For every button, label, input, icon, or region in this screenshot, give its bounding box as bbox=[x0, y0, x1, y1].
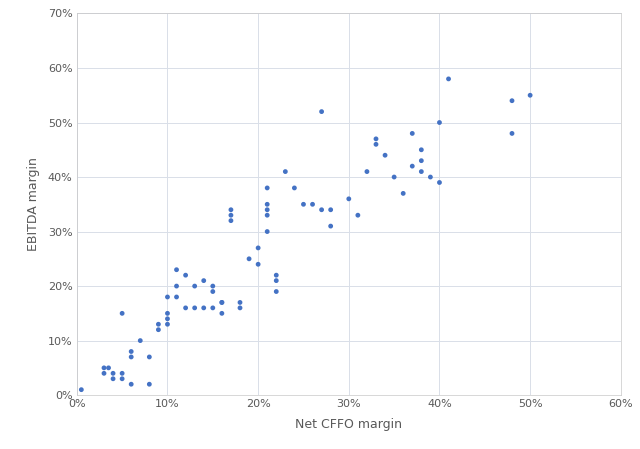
Point bbox=[525, 92, 535, 99]
Point bbox=[163, 315, 173, 322]
Point bbox=[99, 364, 109, 371]
Point bbox=[207, 288, 218, 295]
Point bbox=[280, 168, 291, 175]
Point bbox=[435, 179, 445, 186]
Point bbox=[398, 190, 408, 197]
Point bbox=[217, 299, 227, 306]
Point bbox=[163, 293, 173, 300]
Point bbox=[163, 310, 173, 317]
Point bbox=[271, 272, 282, 279]
Point bbox=[217, 299, 227, 306]
Point bbox=[416, 146, 426, 154]
Point bbox=[108, 370, 118, 377]
X-axis label: Net CFFO margin: Net CFFO margin bbox=[295, 418, 403, 431]
Point bbox=[198, 277, 209, 284]
Point bbox=[271, 277, 282, 284]
Point bbox=[207, 304, 218, 312]
Point bbox=[326, 206, 336, 213]
Point bbox=[117, 375, 127, 383]
Point bbox=[353, 211, 363, 219]
Point bbox=[226, 211, 236, 219]
Point bbox=[407, 130, 417, 137]
Point bbox=[207, 282, 218, 290]
Point bbox=[362, 168, 372, 175]
Point bbox=[104, 364, 114, 371]
Point bbox=[507, 130, 517, 137]
Point bbox=[262, 211, 273, 219]
Point bbox=[172, 282, 182, 290]
Point bbox=[135, 337, 145, 344]
Point bbox=[144, 353, 154, 361]
Point bbox=[180, 304, 191, 312]
Point bbox=[435, 119, 445, 126]
Point bbox=[253, 244, 263, 251]
Point bbox=[253, 261, 263, 268]
Point bbox=[380, 152, 390, 159]
Point bbox=[262, 201, 273, 208]
Point bbox=[99, 370, 109, 377]
Point bbox=[217, 310, 227, 317]
Point bbox=[416, 157, 426, 164]
Point bbox=[444, 75, 454, 83]
Point bbox=[235, 299, 245, 306]
Point bbox=[117, 310, 127, 317]
Point bbox=[298, 201, 308, 208]
Point bbox=[108, 375, 118, 383]
Point bbox=[126, 348, 136, 355]
Point bbox=[326, 223, 336, 230]
Point bbox=[262, 206, 273, 213]
Y-axis label: EBITDA margin: EBITDA margin bbox=[26, 157, 40, 251]
Point bbox=[163, 321, 173, 328]
Point bbox=[154, 326, 164, 333]
Point bbox=[262, 228, 273, 235]
Point bbox=[244, 255, 254, 262]
Point bbox=[126, 381, 136, 388]
Point bbox=[416, 168, 426, 175]
Point bbox=[154, 321, 164, 328]
Point bbox=[126, 353, 136, 361]
Point bbox=[180, 272, 191, 279]
Point bbox=[371, 135, 381, 142]
Point bbox=[307, 201, 317, 208]
Point bbox=[344, 195, 354, 202]
Point bbox=[317, 206, 327, 213]
Point bbox=[507, 97, 517, 104]
Point bbox=[198, 304, 209, 312]
Point bbox=[226, 206, 236, 213]
Point bbox=[235, 304, 245, 312]
Point bbox=[172, 266, 182, 273]
Point bbox=[271, 288, 282, 295]
Point bbox=[76, 386, 86, 393]
Point bbox=[289, 185, 300, 192]
Point bbox=[172, 293, 182, 300]
Point bbox=[226, 217, 236, 224]
Point bbox=[317, 108, 327, 115]
Point bbox=[144, 381, 154, 388]
Point bbox=[371, 141, 381, 148]
Point bbox=[189, 282, 200, 290]
Point bbox=[407, 163, 417, 170]
Point bbox=[389, 173, 399, 180]
Point bbox=[426, 173, 436, 180]
Point bbox=[262, 185, 273, 192]
Point bbox=[117, 370, 127, 377]
Point bbox=[189, 304, 200, 312]
